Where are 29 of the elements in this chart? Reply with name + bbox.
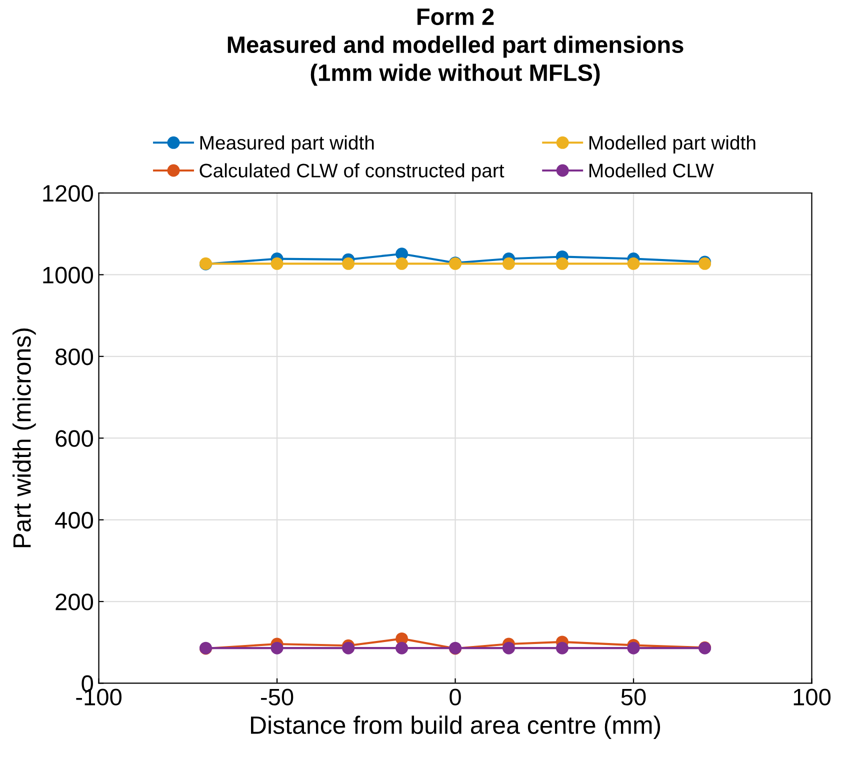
- point: [627, 257, 640, 270]
- legend-label: Measured part width: [200, 135, 374, 154]
- point: [342, 257, 355, 270]
- y-tick-label: 200: [56, 594, 94, 610]
- y-tick-label: 1200: [43, 185, 94, 202]
- point: [556, 642, 568, 654]
- point: [556, 257, 568, 270]
- y-tick-label: 800: [56, 348, 94, 366]
- point: [396, 257, 408, 270]
- x-tick-label: -50: [261, 688, 294, 706]
- legend-label: Calculated CLW of constructed part: [200, 163, 504, 182]
- y-tick-label: 600: [56, 430, 94, 447]
- y-tick-label: 400: [55, 512, 94, 529]
- point: [270, 642, 284, 654]
- x-tick-label: 50: [621, 688, 646, 706]
- point: [396, 642, 408, 654]
- y-axis-title: Part width (microns): [12, 328, 36, 548]
- x-tick-label: 100: [794, 688, 831, 706]
- point: [627, 642, 640, 654]
- legend-label: Modelled part width: [589, 135, 756, 154]
- point: [502, 257, 515, 270]
- point: [502, 642, 515, 654]
- x-tick-label: 0: [450, 688, 461, 706]
- point: [270, 257, 284, 270]
- x-axis-title: Distance from build area centre (mm): [251, 716, 660, 739]
- point: [342, 642, 355, 654]
- y-tick-label: 1000: [43, 266, 94, 284]
- legend-label: Modelled CLW: [589, 163, 714, 178]
- chart-title: Form 2 Measured and modelled part dimensions (1mm wide without MFLS): [228, 8, 684, 86]
